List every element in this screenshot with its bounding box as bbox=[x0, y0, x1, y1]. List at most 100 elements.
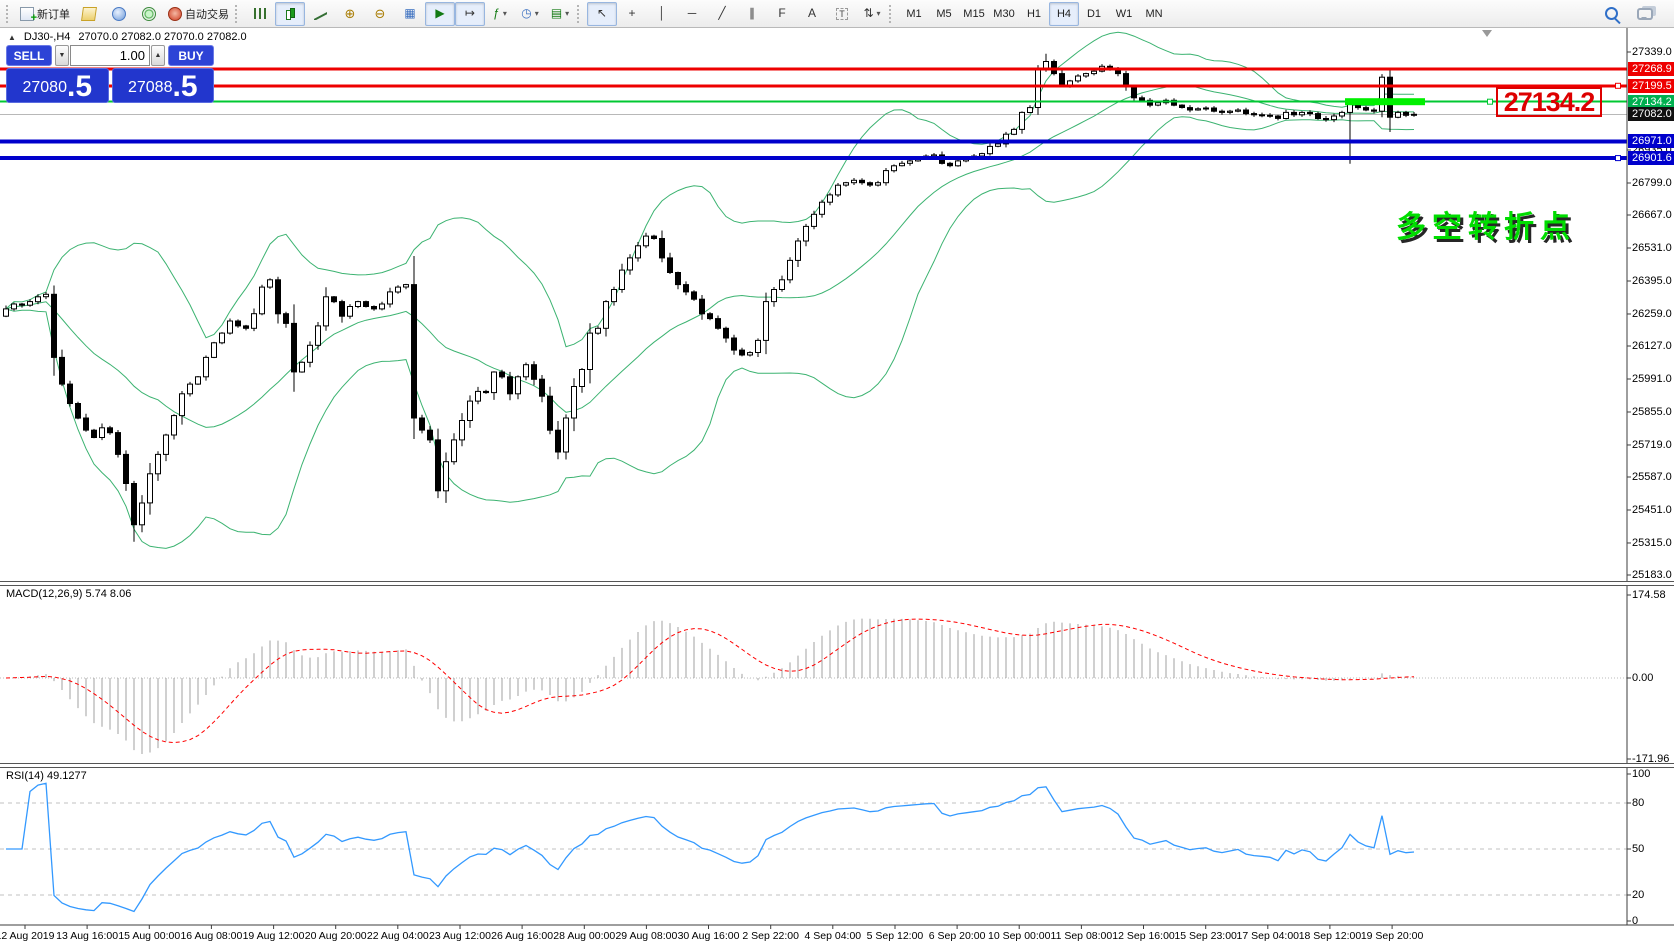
panel-separator[interactable] bbox=[0, 763, 1674, 768]
time-label: 11 Sep 08:00 bbox=[1050, 930, 1113, 942]
line-endpoint-marker[interactable] bbox=[1615, 155, 1621, 162]
indicators-button[interactable]: ƒ ▾ bbox=[485, 2, 515, 26]
sell-button[interactable]: SELL bbox=[6, 45, 52, 66]
candlesticks bbox=[3, 53, 1417, 542]
time-label: 29 Aug 08:00 bbox=[615, 930, 678, 942]
fibonacci-button[interactable]: F bbox=[767, 2, 797, 26]
zoom-out-button[interactable]: ⊖ bbox=[365, 2, 395, 26]
price-tick: 27339.0 bbox=[1632, 46, 1672, 58]
sell-price-button[interactable]: 27080.5 bbox=[6, 68, 109, 103]
chart-shift-button[interactable]: ↦ bbox=[455, 1, 485, 26]
timeframe-m15-button[interactable]: M15 bbox=[963, 7, 985, 20]
vertical-line-button[interactable]: │ bbox=[647, 2, 677, 26]
chat-button[interactable] bbox=[1632, 2, 1662, 26]
timeframe-m1-button[interactable]: M1 bbox=[906, 7, 922, 20]
channel-button[interactable]: ∥ bbox=[737, 2, 767, 26]
new-order-button[interactable]: 新订单 bbox=[16, 2, 74, 26]
zoom-in-button[interactable]: ⊕ bbox=[335, 2, 365, 26]
toolbar-gripper bbox=[6, 4, 12, 23]
toolbar: 新订单自动交易⊕⊖▦▶↦ƒ▾◷▾▤▾↖+│─╱∥FAT⇅▾M1M5M15M30H… bbox=[0, 0, 1674, 28]
volume-decrease-button[interactable]: ▼ bbox=[55, 45, 69, 66]
timeframe-w1-button[interactable]: W1 bbox=[1115, 7, 1133, 20]
price-badge: 26971.0 bbox=[1628, 134, 1674, 149]
periods-button[interactable]: ◷ ▾ bbox=[515, 2, 545, 26]
dropdown-arrow-icon[interactable]: ▾ bbox=[534, 9, 539, 18]
volume-input[interactable] bbox=[70, 45, 150, 66]
sell-price-pips: .5 bbox=[66, 70, 93, 103]
templates-button[interactable]: ▤ ▾ bbox=[545, 2, 575, 26]
line-endpoint-marker[interactable] bbox=[1487, 98, 1493, 105]
price-tick: 26667.0 bbox=[1632, 209, 1672, 221]
time-label: 15 Aug 00:00 bbox=[118, 930, 181, 942]
timeframe-m30-button[interactable]: M30 bbox=[993, 7, 1015, 20]
price-badge: 27082.0 bbox=[1628, 107, 1674, 122]
crosshair-icon: + bbox=[628, 6, 636, 20]
chart-symbol-header: ▲ DJ30-,H4 27070.0 27082.0 27070.0 27082… bbox=[8, 31, 247, 43]
rsi-scale-tick: 50 bbox=[1632, 843, 1645, 855]
timeframe-mn-button[interactable]: MN bbox=[1145, 7, 1163, 20]
turning-point-annotation[interactable]: 多空转折点 bbox=[1396, 211, 1576, 244]
autotrading-button-label: 自动交易 bbox=[185, 8, 229, 21]
one-click-trading-panel: SELL ▼ ▲ BUY 27080.5 27088.5 bbox=[6, 45, 214, 103]
text-button[interactable]: A bbox=[797, 2, 827, 26]
horizontal-line-icon: ─ bbox=[687, 6, 697, 20]
tile-windows-button[interactable]: ▦ bbox=[395, 2, 425, 26]
search-button[interactable] bbox=[1596, 2, 1626, 26]
chart-canvas[interactable] bbox=[0, 28, 1674, 950]
chart-area[interactable]: ▲ DJ30-,H4 27070.0 27082.0 27070.0 27082… bbox=[0, 28, 1674, 950]
timeframe-h4-button[interactable]: H4 bbox=[1049, 1, 1079, 26]
buy-price-button[interactable]: 27088.5 bbox=[111, 68, 214, 103]
price-badge: 26901.6 bbox=[1628, 151, 1674, 166]
time-label: 5 Sep 12:00 bbox=[866, 930, 924, 942]
bollinger-lower-band bbox=[5, 116, 1415, 549]
rsi-line bbox=[6, 782, 1415, 913]
dropdown-arrow-icon[interactable]: ▾ bbox=[502, 9, 507, 18]
axes-and-borders bbox=[0, 28, 1674, 929]
templates-icon: ▤ bbox=[550, 6, 563, 20]
auto-scroll-button[interactable]: ▶ bbox=[425, 1, 455, 26]
panel-separator[interactable] bbox=[0, 581, 1674, 586]
time-label: 12 Aug 2019 bbox=[0, 930, 55, 942]
crosshair-button[interactable]: + bbox=[617, 2, 647, 26]
time-label: 18 Sep 12:00 bbox=[1298, 930, 1362, 942]
candlestick-button[interactable] bbox=[275, 1, 305, 26]
channel-icon: ∥ bbox=[749, 6, 755, 20]
time-label: 22 Aug 04:00 bbox=[366, 930, 429, 942]
community-button[interactable] bbox=[104, 2, 134, 26]
zoom-in-icon: ⊕ bbox=[344, 6, 356, 21]
signal-icon bbox=[142, 6, 156, 21]
trendline-button[interactable]: ╱ bbox=[707, 2, 737, 26]
price-tick: 26799.0 bbox=[1632, 176, 1672, 189]
line-endpoint-marker[interactable] bbox=[1615, 82, 1621, 89]
macd-signal-line bbox=[5, 618, 1415, 744]
price-tick: 25183.0 bbox=[1632, 568, 1672, 581]
highlight-zone[interactable] bbox=[1345, 98, 1425, 106]
label-button[interactable]: T bbox=[827, 2, 857, 26]
timeframe-m5-button[interactable]: M5 bbox=[936, 7, 952, 20]
price-tick: 25587.0 bbox=[1632, 470, 1672, 483]
collapse-panel-icon[interactable]: ▲ bbox=[8, 32, 16, 42]
bar-chart-button[interactable] bbox=[245, 2, 275, 26]
timeframe-h1-button[interactable]: H1 bbox=[1026, 7, 1042, 20]
text-icon: A bbox=[807, 6, 816, 20]
buy-price-pips: .5 bbox=[172, 70, 198, 103]
buy-button[interactable]: BUY bbox=[168, 45, 214, 66]
toolbar-right-icons bbox=[1596, 2, 1670, 26]
cursor-button[interactable]: ↖ bbox=[587, 1, 617, 26]
price-callout-label[interactable]: 27134.2 bbox=[1496, 87, 1602, 117]
rsi-scale-tick: 80 bbox=[1632, 797, 1645, 809]
horizontal-line-button[interactable]: ─ bbox=[677, 2, 707, 26]
dropdown-arrow-icon[interactable]: ▾ bbox=[876, 9, 881, 18]
autotrading-button[interactable]: 自动交易 bbox=[164, 2, 233, 26]
timeframe-d1-button[interactable]: D1 bbox=[1086, 7, 1102, 20]
dropdown-arrow-icon[interactable]: ▾ bbox=[565, 9, 570, 18]
metaeditor-button[interactable] bbox=[74, 2, 104, 26]
volume-increase-button[interactable]: ▲ bbox=[151, 45, 165, 66]
line-chart-button[interactable] bbox=[305, 2, 335, 26]
cursor-icon: ↖ bbox=[596, 6, 608, 20]
signals-button[interactable] bbox=[134, 2, 164, 26]
new-order-button-label: 新订单 bbox=[37, 8, 70, 21]
arrows-button[interactable]: ⇅ ▾ bbox=[857, 2, 887, 26]
bollinger-upper-band bbox=[5, 31, 1414, 348]
periods-icon: ◷ bbox=[521, 6, 532, 20]
